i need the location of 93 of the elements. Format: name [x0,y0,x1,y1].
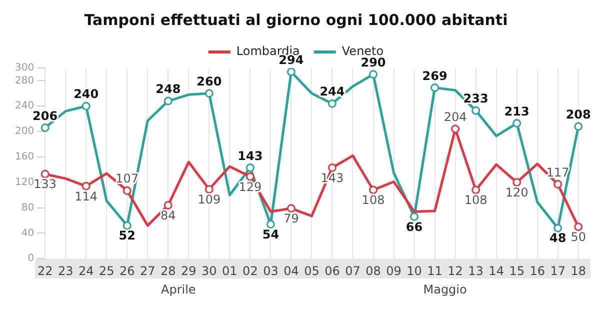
y-tick-label: 280 [14,75,34,86]
data-label: 244 [320,84,345,99]
data-label: 260 [196,74,222,89]
data-label: 48 [550,231,566,246]
x-tick-label: 06 [324,264,340,278]
x-tick-label: 02 [242,264,258,278]
x-tick-label: 24 [78,264,94,278]
x-tick-label: 04 [284,264,299,278]
data-label: 50 [570,230,586,244]
point [410,212,419,221]
data-label: 208 [566,108,591,122]
point [246,164,254,172]
point [122,221,132,230]
x-tick-label: 23 [58,264,74,278]
point [512,178,522,187]
data-label: 108 [464,193,488,208]
data-label: 143 [238,148,263,163]
x-tick-label: 10 [406,264,422,278]
data-label: 84 [160,208,176,222]
x-tick-label: 08 [366,264,381,278]
point [574,222,583,232]
text: Maggio [423,282,467,297]
x-tick-label: 05 [304,264,320,278]
point [554,180,562,189]
x-tick-label: 30 [202,264,217,278]
point [554,224,562,232]
x-tick-label: 17 [550,264,566,278]
point [164,200,172,210]
x-tick-label: 27 [140,264,156,278]
text: Aprile [161,282,196,297]
data-label: 66 [406,220,423,234]
y-tick-label: 40 [21,228,34,239]
point [286,204,296,213]
point [204,89,214,98]
x-tick-label: 14 [488,264,504,278]
x-tick-label: 26 [119,264,135,278]
point [122,186,132,195]
point [512,119,522,128]
point [266,220,275,229]
x-tick-label: 25 [98,264,114,278]
data-label: 109 [198,192,221,206]
point [328,164,336,172]
point [451,124,460,134]
x-tick-label: 15 [509,264,524,278]
point [82,102,90,110]
data-label: 213 [504,104,530,118]
point [369,70,378,79]
x-tick-label: 29 [181,264,196,278]
point [164,96,172,106]
point [430,83,440,92]
x-tick-label: 22 [37,264,53,278]
data-label: 240 [74,87,99,102]
point [40,170,50,178]
x-tick-label: 07 [345,264,360,278]
x-tick-label: 18 [570,264,586,278]
x-tick-label: 13 [468,264,484,278]
y-tick-label: 240 [14,100,34,112]
point [286,68,296,76]
data-label: 133 [34,177,57,192]
data-label: 248 [156,82,181,96]
data-label: 233 [463,92,488,106]
y-tick-label: 80 [21,202,34,214]
data-label: 120 [505,185,528,200]
x-tick-label: 03 [263,264,278,278]
x-tick-label: 12 [448,264,463,278]
data-label: 204 [444,110,467,124]
point [472,186,480,194]
y-tick-label: 0 [28,253,34,264]
chart-title: Tamponi effettuati al giorno ogni 100.000 abitanti [84,10,508,29]
point [369,186,378,194]
point [472,106,480,115]
point [82,182,90,190]
point [574,122,583,131]
data-label: 54 [262,227,280,242]
y-tick-label: 200 [14,126,34,138]
x-tick-label: 28 [160,264,176,278]
x-tick-label: 16 [530,264,545,278]
data-label: 114 [74,189,98,204]
data-label: 79 [284,212,299,226]
point [40,123,50,132]
data-label: 269 [422,68,448,83]
data-label: 206 [32,108,58,123]
x-tick-label: 01 [222,264,238,278]
data-label: 108 [362,193,385,208]
data-label: 52 [118,228,136,243]
point [204,185,214,194]
x-tick-label: 09 [386,264,402,278]
y-tick-label: 120 [14,176,34,188]
x-tick-label: 11 [427,264,442,278]
y-tick-label: 300 [14,62,34,74]
point [246,172,254,181]
point [328,99,336,108]
y-tick-label: 160 [14,152,34,163]
